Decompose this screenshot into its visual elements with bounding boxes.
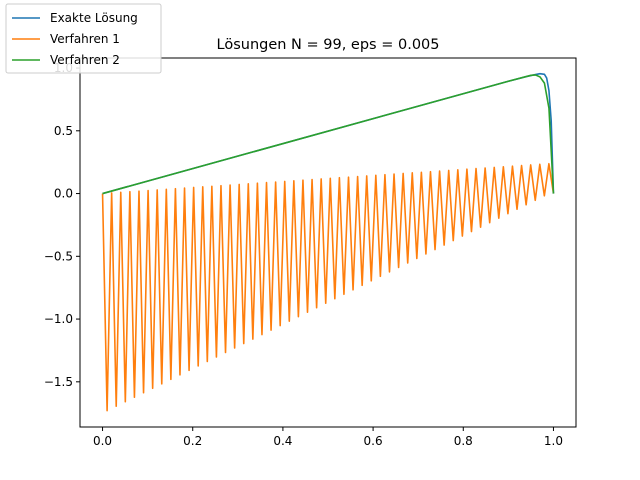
y-tick-label: 0.0: [54, 187, 73, 201]
plot-lines: [101, 72, 555, 412]
plot-frame: [79, 57, 577, 428]
legend-label-verfahren-2: Verfahren 2: [50, 53, 120, 67]
x-tick-label: 0.6: [364, 434, 383, 448]
legend-label-verfahren-1: Verfahren 1: [50, 32, 120, 46]
series-line-verfahren-2: [102, 74, 555, 195]
y-axis-ticks: −1.5−1.0−0.50.00.51.0: [44, 61, 80, 389]
x-tick-label: 0.8: [454, 434, 473, 448]
y-tick-label: −1.0: [44, 312, 73, 326]
x-tick-label: 0.0: [93, 434, 112, 448]
x-tick-label: 0.4: [273, 434, 292, 448]
legend: Exakte Lösung Verfahren 1 Verfahren 2: [5, 3, 162, 74]
legend-frame: [5, 3, 162, 74]
y-tick-label: −1.5: [44, 375, 73, 389]
x-tick-label: 0.2: [183, 434, 202, 448]
y-tick-label: −0.5: [44, 249, 73, 263]
x-axis-ticks: 0.0 0.2 0.4 0.6 0.8 1.0: [93, 427, 563, 448]
y-tick-label: 0.5: [54, 124, 73, 138]
chart-title: Lösungen N = 99, eps = 0.005: [217, 37, 440, 53]
x-tick-label: 1.0: [544, 434, 563, 448]
series-line-verfahren-1: [101, 162, 555, 412]
legend-label-exakte-losung: Exakte Lösung: [50, 11, 138, 25]
